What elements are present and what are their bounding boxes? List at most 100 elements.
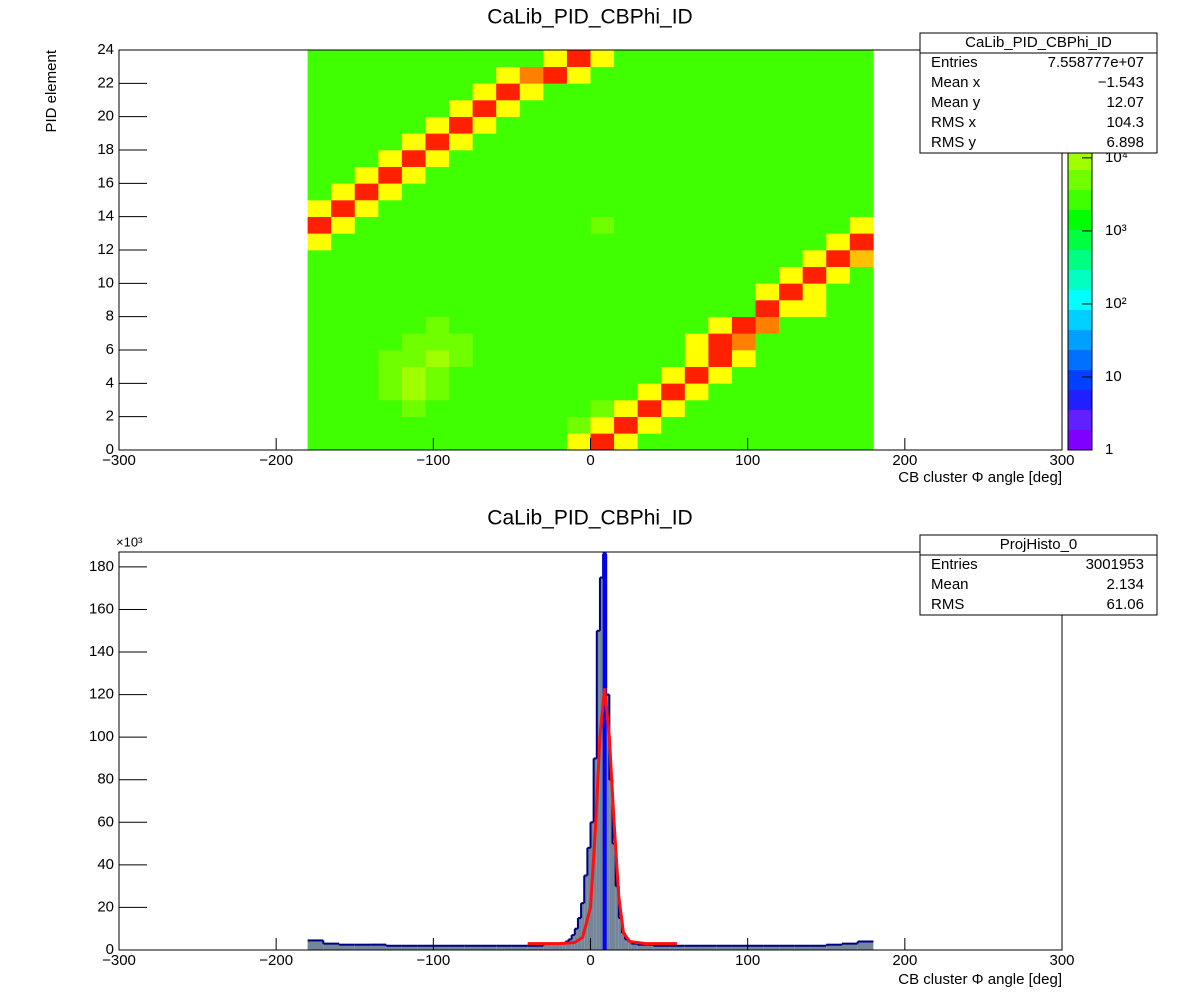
heat-cell — [378, 366, 403, 384]
heat-cell — [755, 333, 780, 351]
hist-bar — [565, 941, 569, 950]
heat-cell — [425, 116, 450, 134]
y-tick-label: 100 — [89, 728, 114, 745]
x-tick-label: 300 — [1049, 452, 1074, 469]
heat-cell — [614, 233, 638, 251]
heat-cell — [826, 266, 851, 284]
heat-cell — [661, 366, 686, 384]
heat-cell — [354, 350, 379, 367]
heat-cell — [519, 133, 544, 151]
heat-cell — [354, 333, 379, 351]
heat-cell — [779, 166, 803, 184]
heat-cell — [425, 400, 450, 417]
heat-cell — [637, 66, 662, 84]
heat-cell — [731, 166, 756, 184]
heat-cell — [661, 150, 686, 167]
heat-cell — [331, 350, 356, 367]
heat-cell — [779, 66, 803, 84]
heat-cell — [590, 200, 615, 217]
heat-cell — [731, 400, 756, 417]
heat-cell — [755, 233, 780, 251]
heat-cell — [637, 366, 662, 384]
heat-cell — [708, 250, 733, 267]
heat-cell — [614, 300, 638, 317]
heat-cell — [401, 166, 426, 184]
heat-cell — [378, 350, 403, 367]
heat-cell — [731, 133, 756, 151]
heat-cell — [826, 83, 851, 101]
color-scale-band — [1068, 390, 1092, 410]
heat-cell — [755, 100, 780, 117]
heat-cell — [378, 133, 403, 151]
heat-cell — [661, 83, 686, 101]
heat-cell — [354, 366, 379, 384]
heat-cell — [331, 200, 356, 217]
heat-cell — [496, 200, 521, 217]
heat-cell — [779, 383, 803, 401]
hist-bar — [794, 945, 811, 950]
heat-cell — [543, 150, 568, 167]
y-tick-label: 20 — [97, 108, 114, 125]
heat-cell — [543, 400, 568, 417]
heat-cell — [401, 266, 426, 284]
heat-cell — [543, 200, 568, 217]
heat-cell — [661, 350, 686, 367]
hist-bar — [684, 945, 701, 950]
heat-cell — [354, 66, 379, 84]
heat-cell — [425, 166, 450, 184]
stats-label: Mean y — [931, 94, 981, 111]
heat-cell — [472, 183, 497, 201]
heat-cell — [496, 333, 521, 351]
heat-cell — [543, 300, 568, 317]
heat-cell — [849, 283, 874, 301]
heat-cell — [755, 350, 780, 367]
hist-bar — [496, 945, 512, 950]
heat-cell — [425, 200, 450, 217]
color-scale-band — [1068, 350, 1092, 370]
heat-cell — [802, 66, 827, 84]
heat-cell — [708, 400, 733, 417]
heat-cell — [755, 200, 780, 217]
heat-cell — [590, 216, 615, 234]
heat-cell — [331, 166, 356, 184]
heat-cell — [731, 300, 756, 317]
heat-cell — [331, 183, 356, 201]
heat-cell — [731, 83, 756, 101]
heat-cell — [614, 266, 638, 284]
heat-cell — [496, 433, 521, 451]
heat-cell — [472, 66, 497, 84]
heat-cell — [684, 100, 709, 117]
heat-cell — [661, 133, 686, 151]
heat-cell — [331, 150, 356, 167]
heat-cell — [779, 233, 803, 251]
y-axis-title: PID element — [43, 49, 60, 132]
heat-cell — [519, 316, 544, 334]
hist-bar — [841, 943, 858, 950]
heat-cell — [472, 216, 497, 234]
hist-bar — [577, 918, 582, 950]
heat-cell — [449, 100, 473, 117]
heat-cell — [307, 166, 332, 184]
heat-cell — [543, 433, 568, 451]
heat-cell — [637, 383, 662, 401]
heat-cell — [779, 100, 803, 117]
heat-cell — [449, 233, 473, 251]
color-scale-band — [1068, 410, 1092, 430]
x-tick-label: −100 — [416, 952, 450, 969]
heat-cell — [496, 350, 521, 367]
heat-cell — [354, 383, 379, 401]
heat-cell — [307, 366, 332, 384]
heat-cell — [401, 316, 426, 334]
heat-cell — [566, 433, 591, 451]
heat-cell — [779, 316, 803, 334]
x-tick-label: 300 — [1049, 952, 1074, 969]
heat-cell — [566, 183, 591, 201]
heat-cell — [566, 83, 591, 101]
heat-cell — [637, 116, 662, 134]
heat-cell — [449, 250, 473, 267]
heat-cell — [354, 300, 379, 317]
y-tick-label: 4 — [106, 374, 114, 391]
heat-cell — [614, 333, 638, 351]
hist-bar — [625, 939, 629, 950]
hist-bar — [747, 945, 764, 950]
